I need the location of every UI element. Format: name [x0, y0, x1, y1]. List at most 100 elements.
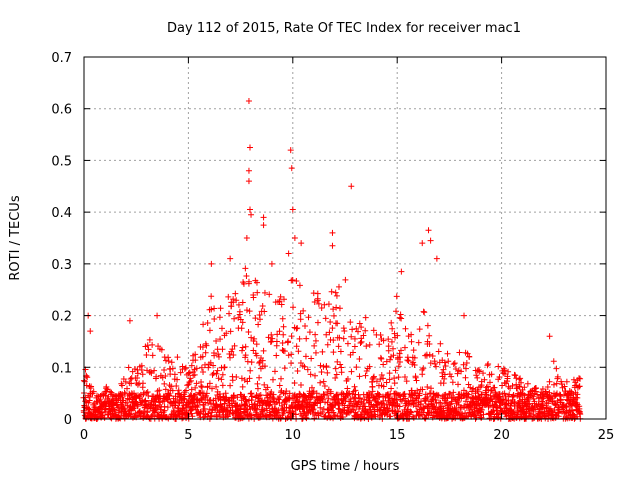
data-point — [296, 282, 303, 289]
data-point — [111, 406, 118, 413]
data-point — [410, 347, 417, 354]
data-point — [219, 371, 226, 378]
data-point — [348, 368, 355, 375]
data-point — [137, 391, 144, 398]
data-point — [199, 353, 206, 360]
data-point — [442, 362, 449, 369]
data-point — [256, 392, 263, 399]
data-point — [144, 388, 151, 395]
data-point — [134, 381, 141, 388]
data-point — [554, 390, 561, 397]
data-point — [395, 408, 402, 415]
data-point — [462, 374, 469, 381]
data-point — [261, 308, 268, 315]
data-point — [234, 394, 241, 401]
data-point — [386, 376, 393, 383]
data-point — [422, 415, 429, 422]
data-point — [458, 368, 465, 375]
data-point — [317, 362, 324, 369]
data-point — [395, 374, 402, 381]
data-point — [526, 400, 533, 407]
data-point — [146, 336, 153, 343]
data-point — [277, 389, 284, 396]
data-point — [362, 372, 369, 379]
data-point — [250, 294, 257, 301]
data-point — [310, 388, 317, 395]
data-point — [276, 393, 283, 400]
data-point — [264, 384, 271, 391]
data-point — [387, 413, 394, 420]
data-point — [515, 400, 522, 407]
data-point — [452, 365, 459, 372]
data-point — [83, 382, 90, 389]
data-point — [217, 305, 224, 312]
data-point — [260, 214, 267, 221]
data-point — [87, 328, 94, 335]
data-point — [356, 355, 363, 362]
data-point — [408, 387, 415, 394]
data-point — [191, 371, 198, 378]
data-point — [256, 360, 263, 367]
data-point — [242, 396, 249, 403]
data-point — [412, 373, 419, 380]
data-point — [366, 363, 373, 370]
data-point — [517, 375, 524, 382]
data-point — [239, 319, 246, 326]
data-point — [524, 380, 531, 387]
data-point — [131, 405, 138, 412]
data-point — [248, 397, 255, 404]
data-point — [215, 351, 222, 358]
data-point — [285, 250, 292, 257]
data-point — [442, 391, 449, 398]
data-point — [396, 359, 403, 366]
data-point — [376, 392, 383, 399]
data-point — [177, 394, 184, 401]
data-point — [526, 410, 533, 417]
data-point — [335, 283, 342, 290]
data-point — [248, 412, 255, 419]
data-point — [496, 373, 503, 380]
data-point — [243, 307, 250, 314]
y-tick-label: 0.2 — [51, 310, 72, 325]
data-point — [334, 320, 341, 327]
data-point — [118, 380, 125, 387]
data-point — [266, 291, 273, 298]
data-point — [352, 387, 359, 394]
data-point — [282, 390, 289, 397]
y-tick-labels: 0 0.1 0.2 0.3 0.4 0.5 0.6 0.7 — [51, 51, 72, 428]
data-point — [491, 384, 498, 391]
data-point — [380, 337, 387, 344]
data-point — [243, 407, 250, 414]
data-point — [411, 354, 418, 361]
data-point — [356, 395, 363, 402]
data-point — [389, 325, 396, 332]
data-point — [165, 358, 172, 365]
data-point — [280, 296, 287, 303]
data-point — [209, 385, 216, 392]
data-point — [162, 357, 169, 364]
data-point — [311, 415, 318, 422]
data-point — [330, 306, 337, 313]
data-point — [126, 317, 133, 324]
data-point — [261, 381, 268, 388]
data-point — [475, 367, 482, 374]
data-point — [388, 338, 395, 345]
data-point — [216, 314, 223, 321]
data-point — [499, 382, 506, 389]
data-point — [463, 359, 470, 366]
data-point — [329, 229, 336, 236]
data-point — [268, 260, 275, 267]
data-point — [253, 352, 260, 359]
data-point — [287, 147, 294, 154]
data-point — [236, 311, 243, 318]
data-point — [474, 388, 481, 395]
data-point — [349, 326, 356, 333]
x-tick-label: 25 — [598, 428, 615, 443]
data-point — [305, 314, 312, 321]
data-point — [134, 375, 141, 382]
data-point — [138, 366, 145, 373]
data-point — [324, 392, 331, 399]
data-point — [427, 385, 434, 392]
data-point — [332, 289, 339, 296]
data-point — [366, 397, 373, 404]
